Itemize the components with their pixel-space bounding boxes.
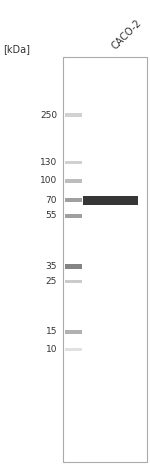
Bar [65, 179, 82, 183]
Bar [83, 196, 138, 205]
Text: 15: 15 [45, 327, 57, 336]
Text: 10: 10 [45, 345, 57, 354]
Bar [65, 280, 82, 283]
Text: 250: 250 [40, 111, 57, 120]
Bar [65, 264, 82, 269]
Bar [63, 57, 147, 462]
Bar [65, 214, 82, 218]
Bar [65, 330, 82, 334]
Bar [65, 161, 82, 164]
Text: 130: 130 [40, 158, 57, 167]
Bar [65, 113, 82, 117]
Bar [65, 348, 82, 351]
Bar [65, 198, 82, 203]
Text: [kDa]: [kDa] [3, 44, 30, 54]
Text: 100: 100 [40, 176, 57, 186]
Text: 35: 35 [45, 262, 57, 271]
Text: 70: 70 [45, 196, 57, 205]
Text: 55: 55 [45, 211, 57, 220]
Text: CACO-2: CACO-2 [110, 18, 144, 52]
Text: 25: 25 [46, 277, 57, 286]
